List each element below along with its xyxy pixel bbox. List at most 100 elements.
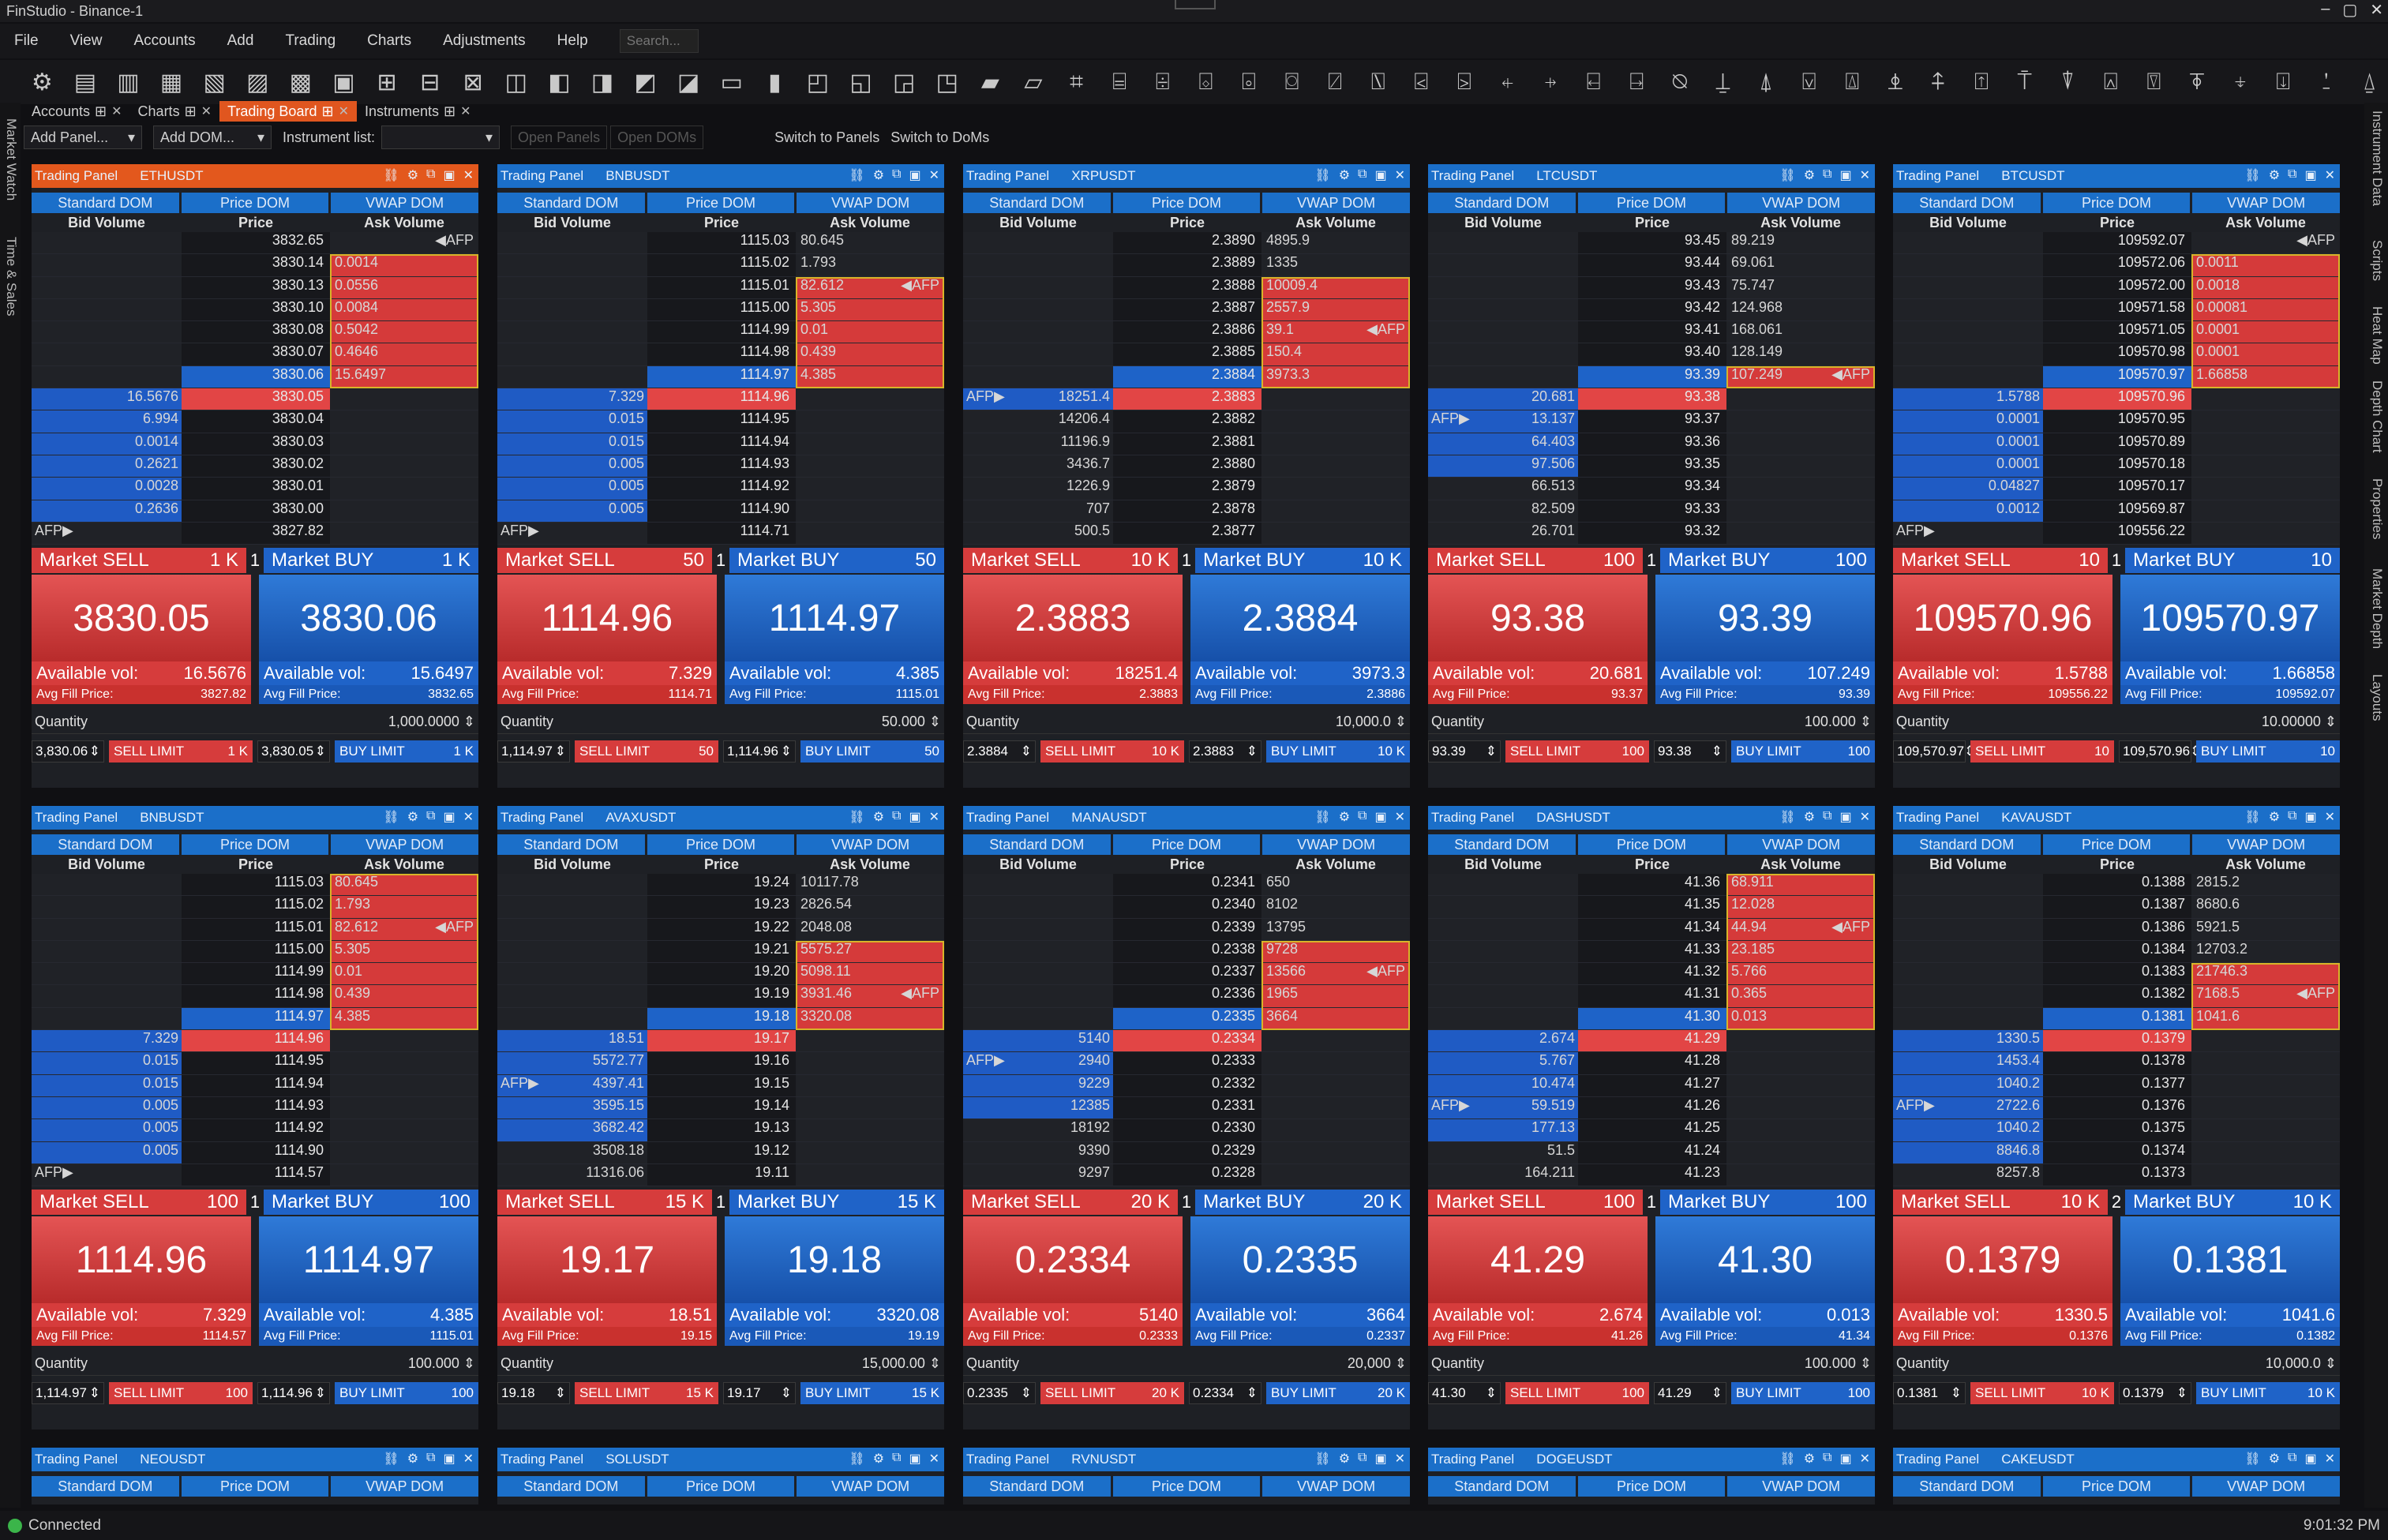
price-cell[interactable]: 3830.08 [182,321,330,343]
tab-standard-dom[interactable]: Standard DOM [1893,834,2041,855]
bid-cell[interactable] [963,963,1113,985]
bid-cell[interactable] [32,940,182,963]
ask-cell[interactable] [796,1141,944,1163]
price-cell[interactable]: 1114.98 [647,343,796,365]
market-buy-button[interactable]: Market BUY 50 [729,548,944,574]
dom-row-bid[interactable]: 6.994 3830.04 [32,410,478,433]
bid-volume-cell[interactable]: AFP▶ [32,522,182,545]
ask-volume-cell[interactable]: 4895.9 [1261,232,1410,254]
tab-price-dom[interactable]: Price DOM [1112,193,1261,213]
sell-limit-price-input[interactable]: 2.3884 ⇕ [963,740,1036,763]
ask-cell[interactable] [2191,500,2340,522]
pin-icon[interactable]: ⊞ [444,103,456,119]
switch-to-panels-button[interactable]: Switch to Panels [774,129,880,145]
buy-limit-button[interactable]: BUY LIMIT 100 [335,1382,478,1405]
dom-row-ask[interactable]: 19.18 3320.08 [497,1007,944,1031]
tab-standard-dom[interactable]: Standard DOM [1428,1476,1576,1497]
ask-volume-cell[interactable]: 82.612 ◀AFP [796,276,944,298]
buy-price-button[interactable]: 0.2335 [1190,1216,1410,1304]
bid-cell[interactable] [1893,985,2043,1007]
ask-volume-cell[interactable]: 10009.4 [1261,276,1410,298]
toolbar-tool-icon[interactable]: ⊟ [420,69,440,96]
ask-cell[interactable] [1261,1163,1410,1186]
price-cell[interactable]: 109571.05 [2043,321,2191,343]
ask-cell[interactable] [2191,455,2340,478]
panel-header[interactable]: Trading Panel BNBUSDT ⛓ ⚙ ⧉ ▣ ✕ [497,164,944,188]
price-cell[interactable]: 0.1387 [2043,896,2191,918]
ask-volume-cell[interactable]: 1.66858 [2191,365,2340,388]
ask-cell[interactable] [796,1030,944,1052]
dom-row-ask[interactable]: 2.3884 3973.3 [963,365,1410,389]
dom-row-ask[interactable]: 93.40 128.149 [1428,343,1875,366]
dom-row-ask[interactable]: 0.2336 1965 [963,985,1410,1008]
bid-volume-cell[interactable]: 164.211 [1428,1163,1578,1186]
dom-row-ask[interactable]: 93.41 168.061 [1428,321,1875,344]
price-cell[interactable]: 0.2333 [1113,1052,1261,1074]
panel-header[interactable]: Trading Panel ETHUSDT ⛓ ⚙ ⧉ ▣ ✕ [32,164,478,188]
dom-row-ask[interactable]: 41.33 23.185 [1428,940,1875,964]
ask-cell[interactable] [330,1163,478,1186]
bid-volume-cell[interactable]: 0.2621 [32,455,182,478]
price-cell[interactable]: 1114.99 [647,321,796,343]
ask-cell[interactable] [1261,455,1410,478]
price-cell[interactable]: 41.36 [1578,874,1726,896]
price-cell[interactable]: 1115.02 [647,254,796,276]
price-cell[interactable]: 19.13 [647,1119,796,1141]
price-cell[interactable]: 0.2335 [1113,1007,1261,1030]
dom-row-ask[interactable]: 0.1381 1041.6 [1893,1007,2340,1031]
bid-volume-cell[interactable]: 51.5 [1428,1141,1578,1163]
dom-row-ask[interactable]: 0.1386 5921.5 [1893,918,2340,941]
ask-cell[interactable] [1261,1074,1410,1096]
price-cell[interactable]: 0.2340 [1113,896,1261,918]
dom-row-bid[interactable]: 5140 0.2334 [963,1030,1410,1053]
open-panels-button[interactable]: Open Panels [511,126,608,149]
bid-cell[interactable] [32,963,182,985]
market-sell-button[interactable]: Market SELL 10 K [1893,1190,2108,1216]
bid-cell[interactable] [1893,874,2043,896]
pin-icon[interactable]: ▣ [1374,1452,1387,1466]
dom-row-ask[interactable]: 0.1388 2815.2 [1893,874,2340,897]
dom-row-ask[interactable]: 109592.07 ◀AFP [1893,232,2340,255]
price-cell[interactable]: 0.2336 [1113,985,1261,1007]
sell-limit-button[interactable]: SELL LIMIT 10 K [1970,1382,2114,1405]
price-cell[interactable]: 3830.02 [182,455,330,478]
market-buy-button[interactable]: Market BUY 10 K [1195,548,1410,574]
ask-volume-cell[interactable]: 9728 [1261,940,1410,963]
bid-cell[interactable] [1428,321,1578,343]
ask-cell[interactable] [1261,433,1410,455]
settings-icon[interactable]: ⚙ [872,811,885,824]
right-dock-tab[interactable]: Heat Map [2370,306,2385,365]
panel-header[interactable]: Trading Panel CAKEUSDT ⛓ ⚙ ⧉ ▣ ✕ [1893,1448,2340,1471]
bid-volume-cell[interactable]: 6.994 [32,410,182,433]
float-icon[interactable]: ⧉ [1823,1451,1832,1464]
ask-cell[interactable] [1726,410,1875,433]
buy-price-button[interactable]: 1114.97 [259,1216,478,1304]
dom-row-ask[interactable]: 109572.00 0.0018 [1893,276,2340,299]
ask-cell[interactable] [796,388,944,410]
bid-volume-cell[interactable]: 1330.5 [1893,1030,2043,1052]
quantity-stepper[interactable]: 50.000 ⇕ [882,714,941,730]
toolbar-tool-icon[interactable]: ⍃ [1414,69,1429,95]
buy-price-button[interactable]: 3830.06 [259,575,478,662]
price-cell[interactable]: 19.20 [647,963,796,985]
menu-trading[interactable]: Trading [285,32,336,49]
dom-row-bid[interactable]: 0.005 1114.93 [32,1096,478,1120]
bid-cell[interactable] [963,321,1113,343]
market-sell-button[interactable]: Market SELL 100 [32,1190,246,1216]
sell-limit-button[interactable]: SELL LIMIT 50 [575,740,718,763]
price-cell[interactable]: 3830.01 [182,478,330,500]
stepper-icon[interactable]: ⇕ [1950,1385,1962,1401]
price-cell[interactable]: 2.3877 [1113,522,1261,545]
price-cell[interactable]: 0.1379 [2043,1030,2191,1052]
dom-row-ask[interactable]: 93.44 69.061 [1428,254,1875,277]
dom-row-ask[interactable]: 0.2339 13795 [963,918,1410,941]
dom-row-ask[interactable]: 3830.06 15.6497 [32,365,478,389]
price-cell[interactable]: 0.2337 [1113,963,1261,985]
bid-volume-cell[interactable]: 0.015 [32,1052,182,1074]
toolbar-tool-icon[interactable]: ◲ [892,69,916,96]
sell-price-button[interactable]: 41.29 [1428,1216,1648,1304]
price-cell[interactable]: 1115.00 [182,940,330,963]
ask-volume-cell[interactable]: 4.385 [796,365,944,388]
tab-vwap-dom[interactable]: VWAP DOM [331,193,478,213]
price-cell[interactable]: 93.38 [1578,388,1726,410]
